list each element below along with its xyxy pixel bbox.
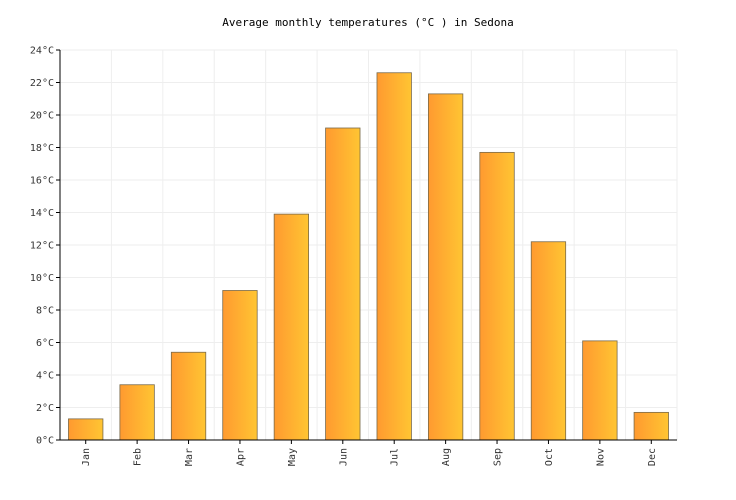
bar-mar	[170, 351, 207, 441]
x-tick-label: Oct	[544, 448, 555, 466]
y-tick-label: 6°C	[36, 338, 54, 349]
bar-dec	[633, 411, 669, 441]
bar-sep	[479, 151, 515, 441]
x-tick-label: Jun	[338, 448, 349, 466]
y-tick-label: 4°C	[36, 371, 54, 382]
bar-jan	[68, 418, 104, 441]
grid-layer	[60, 49, 678, 441]
bar-oct	[530, 241, 567, 441]
bars-layer	[68, 72, 669, 441]
axes-layer	[56, 49, 677, 444]
bar-apr	[222, 290, 258, 441]
y-tick-label: 20°C	[30, 111, 54, 122]
x-tick-label: Jan	[81, 448, 92, 466]
y-tick-label: 10°C	[30, 273, 54, 284]
x-tick-label: Nov	[595, 448, 606, 466]
y-tick-label: 18°C	[30, 143, 54, 154]
y-tick-label: 24°C	[30, 46, 54, 57]
x-tick-label: Aug	[441, 448, 452, 466]
x-tick-label: Feb	[133, 448, 144, 466]
y-tick-label: 22°C	[30, 78, 54, 89]
bar-jul	[376, 72, 412, 441]
labels-layer: 0°C 2°C 4°C 6°C 8°C 10°C 12°C 14°C 16°C 18°C 20°C 2…	[30, 46, 658, 467]
bar-may	[273, 213, 309, 441]
bar-feb	[119, 384, 155, 441]
x-tick-label: Jul	[390, 448, 401, 466]
x-tick-label: Sep	[493, 448, 504, 466]
x-tick-label: Dec	[647, 448, 658, 466]
bar-aug	[427, 93, 464, 441]
x-tick-label: Apr	[235, 448, 246, 466]
y-tick-label: 16°C	[30, 176, 54, 187]
y-tick-label: 0°C	[36, 436, 54, 447]
y-tick-label: 8°C	[36, 306, 54, 317]
chart-title: Average monthly temperatures (°C ) in Se…	[222, 16, 514, 29]
x-tick-label: May	[287, 448, 298, 466]
y-tick-label: 12°C	[30, 241, 54, 252]
y-tick-label: 14°C	[30, 208, 54, 219]
bar-nov	[582, 340, 618, 441]
y-tick-label: 2°C	[36, 403, 54, 414]
x-tick-label: Mar	[184, 448, 195, 466]
bar-jun	[325, 127, 361, 441]
